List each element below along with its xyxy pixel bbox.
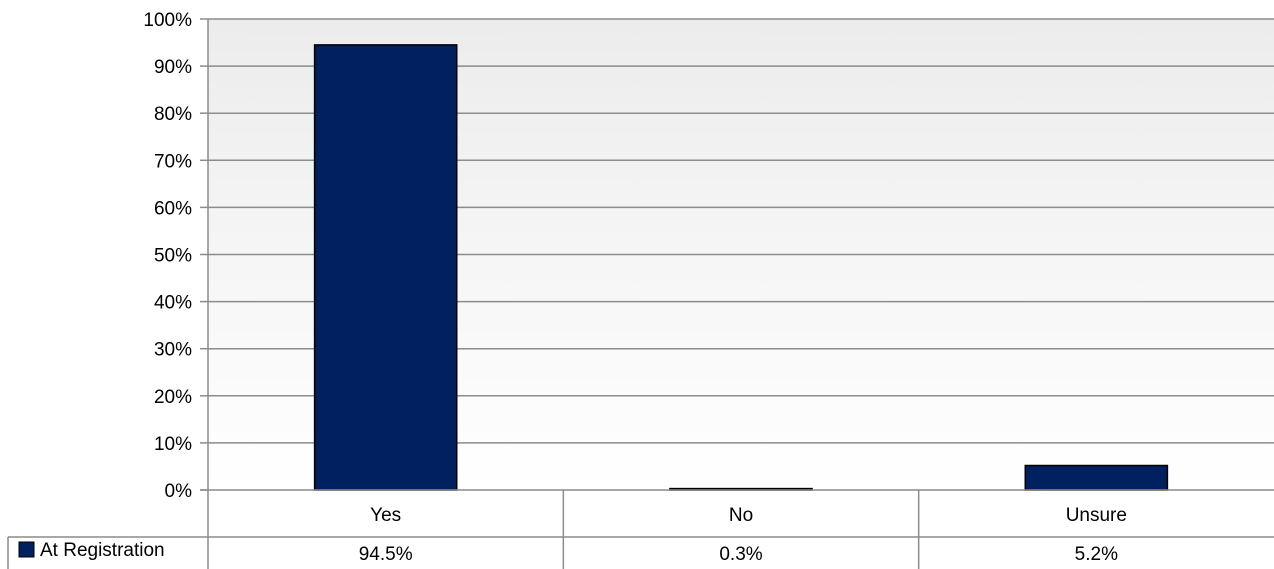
- y-tick-label: 90%: [154, 57, 192, 78]
- y-tick-label: 100%: [143, 10, 192, 31]
- legend-label: At Registration: [40, 540, 165, 561]
- data-table-value: 94.5%: [359, 544, 413, 565]
- y-tick-label: 80%: [154, 104, 192, 125]
- data-table-value: 0.3%: [719, 544, 762, 565]
- y-tick-label: 0%: [165, 481, 193, 502]
- y-tick-label: 30%: [154, 340, 192, 361]
- category-label: Unsure: [1066, 505, 1127, 526]
- bars: [313, 44, 1169, 491]
- y-tick-label: 60%: [154, 198, 192, 219]
- y-tick-label: 40%: [154, 293, 192, 314]
- data-table-value: 5.2%: [1075, 544, 1118, 565]
- y-tick-label: 10%: [154, 434, 192, 455]
- y-axis: 0% 10% 20% 30% 40% 50% 60% 70% 80% 90% 100%: [143, 10, 209, 569]
- data-table: 94.5% 0.3% 5.2%: [7, 489, 1274, 569]
- bar-unsure: [1024, 464, 1169, 491]
- y-tick-label: 70%: [154, 151, 192, 172]
- y-tick-label: 20%: [154, 387, 192, 408]
- bar-yes: [313, 44, 458, 491]
- y-tick-label: 50%: [154, 246, 192, 267]
- category-label: Yes: [370, 505, 401, 526]
- category-label: No: [729, 505, 753, 526]
- legend-swatch: [18, 541, 35, 558]
- legend: At Registration: [18, 540, 165, 561]
- category-labels: Yes No Unsure: [370, 505, 1127, 526]
